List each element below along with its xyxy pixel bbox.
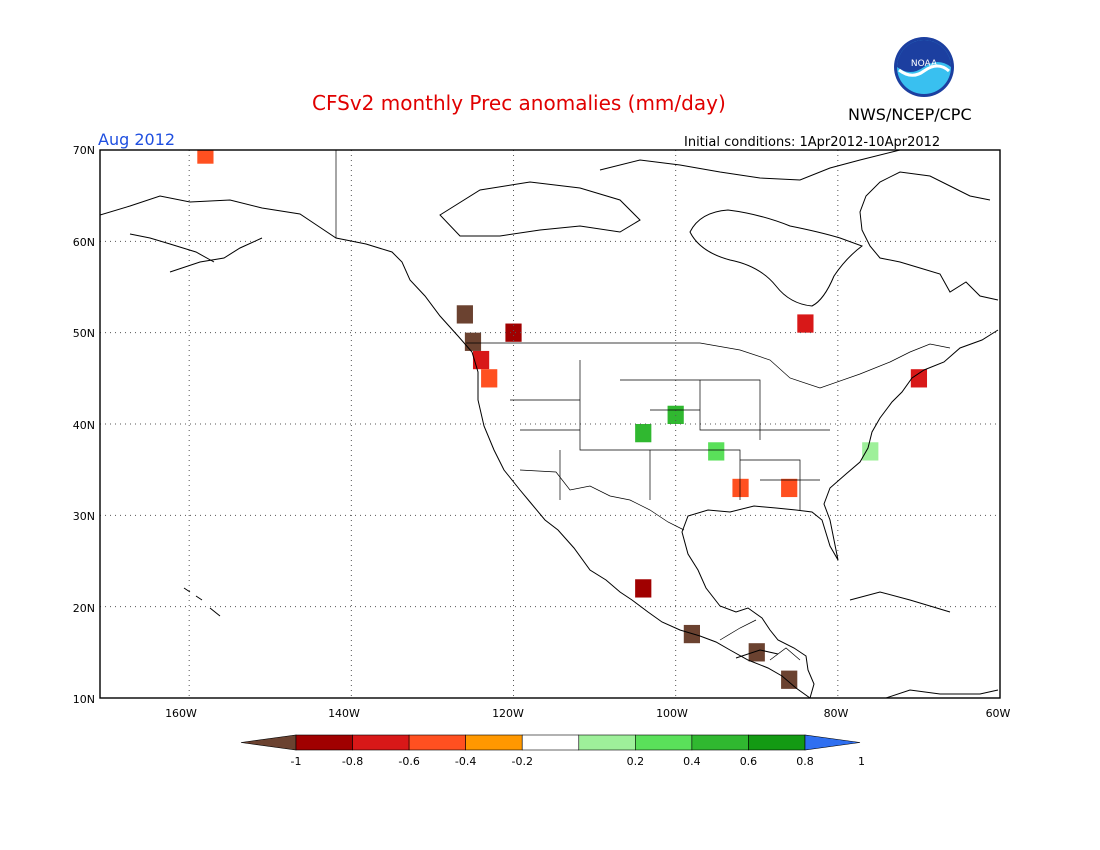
colorbar-segment bbox=[578, 734, 636, 751]
colorbar-tick-label: -0.6 bbox=[398, 755, 419, 768]
anomaly-cell bbox=[667, 405, 684, 424]
anomaly-cell bbox=[456, 305, 473, 324]
anomaly-cell bbox=[464, 332, 482, 351]
noaa-logo-text: NOAA bbox=[911, 59, 938, 69]
colorbar-segment bbox=[521, 734, 580, 751]
colorbar-segment bbox=[352, 734, 410, 751]
initial-conditions: Initial conditions: 1Apr2012-10Apr2012 bbox=[684, 135, 940, 150]
anomaly-cell bbox=[708, 442, 725, 461]
anomaly-cell bbox=[797, 314, 814, 333]
anomaly-cell bbox=[635, 579, 652, 598]
colorbar-tick-label: -1 bbox=[291, 755, 302, 768]
lat-label-10n: 10N bbox=[73, 693, 95, 706]
anomaly-cell bbox=[472, 350, 490, 370]
noaa-logo: NOAA bbox=[894, 37, 954, 97]
lon-label-80w: 80W bbox=[824, 707, 849, 720]
lat-label-30n: 30N bbox=[73, 510, 95, 523]
colorbar-tick-label: 0.4 bbox=[683, 755, 701, 768]
colorbar-segment bbox=[691, 734, 749, 751]
anomaly-cell bbox=[481, 369, 498, 388]
anomaly-cell bbox=[910, 369, 928, 388]
colorbar-legend: -1 -0.8 -0.6 -0.4 -0.2 0.2 0.4 0.6 0.8 1 bbox=[240, 734, 865, 768]
agency-label: NWS/NCEP/CPC bbox=[848, 105, 972, 124]
colorbar-segment bbox=[635, 734, 693, 751]
colorbar-tick-label: -0.4 bbox=[455, 755, 476, 768]
lat-label-60n: 60N bbox=[73, 236, 95, 249]
anomaly-cell bbox=[505, 323, 522, 342]
colorbar-segment bbox=[295, 734, 353, 751]
latitude-labels: 70N 60N 50N 40N 30N 20N 10N bbox=[73, 144, 95, 706]
colorbar-segment bbox=[748, 734, 806, 751]
lon-label-100w: 100W bbox=[656, 707, 688, 720]
lon-label-140w: 140W bbox=[328, 707, 360, 720]
anomaly-cell bbox=[862, 442, 879, 461]
map-title: CFSv2 monthly Prec anomalies (mm/day) bbox=[312, 91, 726, 115]
lon-label-60w: 60W bbox=[986, 707, 1011, 720]
colorbar-segment bbox=[465, 734, 523, 751]
longitude-labels: 160W 140W 120W 100W 80W 60W bbox=[165, 707, 1010, 720]
map-area bbox=[100, 150, 1000, 698]
lat-label-20n: 20N bbox=[73, 602, 95, 615]
map-frame bbox=[99, 149, 1001, 699]
colorbar-tick-label: 0.6 bbox=[740, 755, 758, 768]
political-borders bbox=[335, 150, 951, 661]
colorbar-tick-label: 1 bbox=[858, 755, 865, 768]
colorbar-segment bbox=[240, 734, 297, 751]
lon-label-120w: 120W bbox=[492, 707, 524, 720]
lon-label-160w: 160W bbox=[165, 707, 197, 720]
anomaly-cells bbox=[197, 150, 928, 689]
anomaly-cell bbox=[635, 424, 652, 443]
colorbar-tick-label: 0.2 bbox=[627, 755, 645, 768]
colorbar-segment bbox=[408, 734, 466, 751]
anomaly-cell bbox=[748, 643, 765, 662]
anomaly-cell bbox=[781, 670, 798, 689]
forecast-month: Aug 2012 bbox=[98, 130, 175, 149]
colorbar-tick-label: 0.8 bbox=[796, 755, 814, 768]
coastlines bbox=[100, 150, 999, 698]
anomaly-cell bbox=[732, 478, 749, 498]
lat-label-40n: 40N bbox=[73, 419, 95, 432]
colorbar-tick-label: -0.8 bbox=[342, 755, 363, 768]
colorbar-tick-label: -0.2 bbox=[511, 755, 532, 768]
anomaly-cell bbox=[781, 478, 798, 498]
colorbar-segment bbox=[804, 734, 861, 751]
anomaly-cell bbox=[197, 150, 214, 164]
lat-label-70n: 70N bbox=[73, 144, 95, 157]
lat-label-50n: 50N bbox=[73, 327, 95, 340]
